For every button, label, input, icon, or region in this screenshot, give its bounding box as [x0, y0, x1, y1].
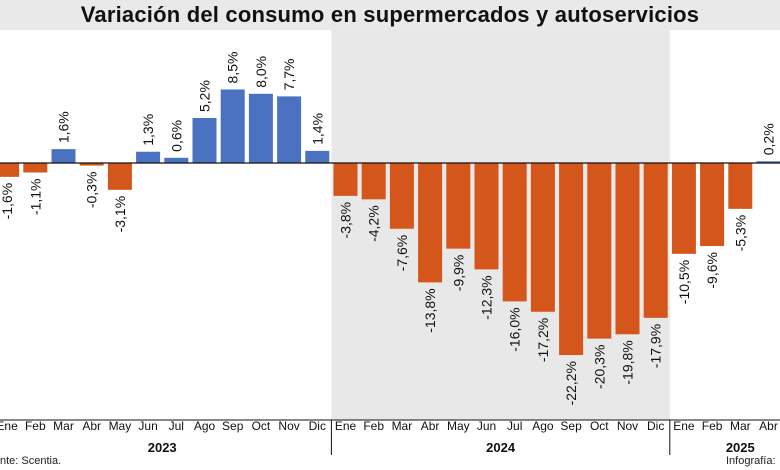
value-label-0: -1,6% — [0, 183, 15, 220]
value-label-12: -3,8% — [338, 202, 354, 239]
value-label-16: -9,9% — [450, 255, 466, 292]
value-label-3: -0,3% — [84, 172, 100, 209]
value-label-24: -10,5% — [676, 260, 692, 304]
value-label-17: -12,3% — [479, 275, 495, 319]
bar-24 — [671, 163, 696, 254]
value-label-23: -17,9% — [648, 324, 664, 368]
bar-13 — [361, 163, 386, 200]
bar-6 — [164, 157, 189, 163]
value-label-8: 8,5% — [225, 52, 241, 84]
month-label-1: Feb — [25, 419, 46, 433]
bar-16 — [446, 163, 471, 249]
value-label-14: -7,6% — [394, 235, 410, 272]
month-label-16: May — [447, 419, 470, 433]
title-bar: Variación del consumo en supermercados y… — [0, 0, 780, 30]
value-label-18: -16,0% — [507, 307, 523, 351]
month-label-24: Ene — [673, 419, 695, 433]
value-label-15: -13,8% — [422, 288, 438, 332]
value-label-11: 1,4% — [309, 113, 325, 145]
bar-7 — [192, 118, 217, 163]
bar-3 — [79, 163, 104, 166]
month-label-23: Dic — [647, 419, 664, 433]
chart-title: Variación del consumo en supermercados y… — [80, 2, 700, 27]
bar-23 — [643, 163, 668, 318]
month-label-3: Abr — [82, 419, 101, 433]
bar-26 — [728, 163, 753, 209]
month-label-27: Abr — [759, 419, 778, 433]
month-label-10: Nov — [278, 419, 299, 433]
month-label-18: Jul — [507, 419, 522, 433]
bar-10 — [277, 96, 302, 163]
bar-11 — [305, 150, 330, 163]
bar-15 — [418, 163, 443, 283]
bar-20 — [559, 163, 584, 356]
value-label-2: 1,6% — [56, 111, 72, 143]
value-label-22: -19,8% — [620, 340, 636, 384]
bar-25 — [700, 163, 725, 247]
year-label-2025: 2025 — [726, 440, 755, 455]
bar-18 — [502, 163, 527, 302]
bar-9 — [248, 93, 273, 163]
bar-19 — [530, 163, 555, 312]
value-label-6: 0,6% — [168, 120, 184, 152]
month-label-14: Mar — [392, 419, 413, 433]
month-label-4: May — [109, 419, 132, 433]
month-label-2: Mar — [53, 419, 74, 433]
value-label-26: -5,3% — [732, 215, 748, 252]
bar-21 — [587, 163, 612, 339]
bar-chart: -1,6% -1,1% 1,6% -0,3% -3,1% 1,3% 0,6% 5,2% 8,5%… — [0, 30, 780, 455]
source-note: nte: Scentia. — [0, 455, 62, 467]
bar-14 — [389, 163, 414, 229]
month-label-19: Ago — [532, 419, 554, 433]
month-label-5: Jun — [138, 419, 157, 433]
month-label-21: Oct — [590, 419, 609, 433]
month-label-13: Feb — [363, 419, 384, 433]
value-label-5: 1,3% — [140, 114, 156, 146]
bar-0 — [0, 163, 20, 177]
month-label-22: Nov — [617, 419, 638, 433]
credit-note: Infografía: — [726, 455, 776, 467]
value-label-21: -20,3% — [591, 345, 607, 389]
month-label-8: Sep — [222, 419, 244, 433]
bar-1 — [23, 163, 48, 173]
value-label-1: -1,1% — [27, 179, 43, 216]
bar-12 — [333, 163, 358, 196]
month-label-6: Jul — [169, 419, 184, 433]
value-label-9: 8,0% — [253, 56, 269, 88]
month-label-20: Sep — [560, 419, 582, 433]
month-label-26: Mar — [730, 419, 751, 433]
bar-2 — [51, 149, 76, 163]
value-label-27: 0,2% — [761, 123, 777, 155]
year-label-2024: 2024 — [486, 440, 516, 455]
highlight-band-2024 — [331, 30, 670, 420]
bar-22 — [615, 163, 640, 335]
value-label-10: 7,7% — [281, 58, 297, 90]
value-label-20: -22,2% — [563, 361, 579, 405]
value-label-19: -17,2% — [535, 318, 551, 362]
value-label-25: -9,6% — [704, 252, 720, 289]
month-label-15: Abr — [421, 419, 440, 433]
value-label-13: -4,2% — [366, 205, 382, 242]
month-label-9: Oct — [252, 419, 271, 433]
month-label-7: Ago — [194, 419, 216, 433]
month-label-0: Ene — [0, 419, 18, 433]
month-label-17: Jun — [477, 419, 496, 433]
bar-17 — [474, 163, 499, 270]
bar-4 — [107, 163, 132, 190]
value-label-4: -3,1% — [112, 196, 128, 233]
bar-8 — [220, 89, 245, 163]
bar-27 — [756, 161, 780, 163]
year-label-2023: 2023 — [148, 440, 177, 455]
month-label-25: Feb — [702, 419, 723, 433]
month-label-11: Dic — [309, 419, 326, 433]
value-label-7: 5,2% — [197, 80, 213, 112]
bar-5 — [136, 151, 161, 163]
month-label-12: Ene — [335, 419, 357, 433]
